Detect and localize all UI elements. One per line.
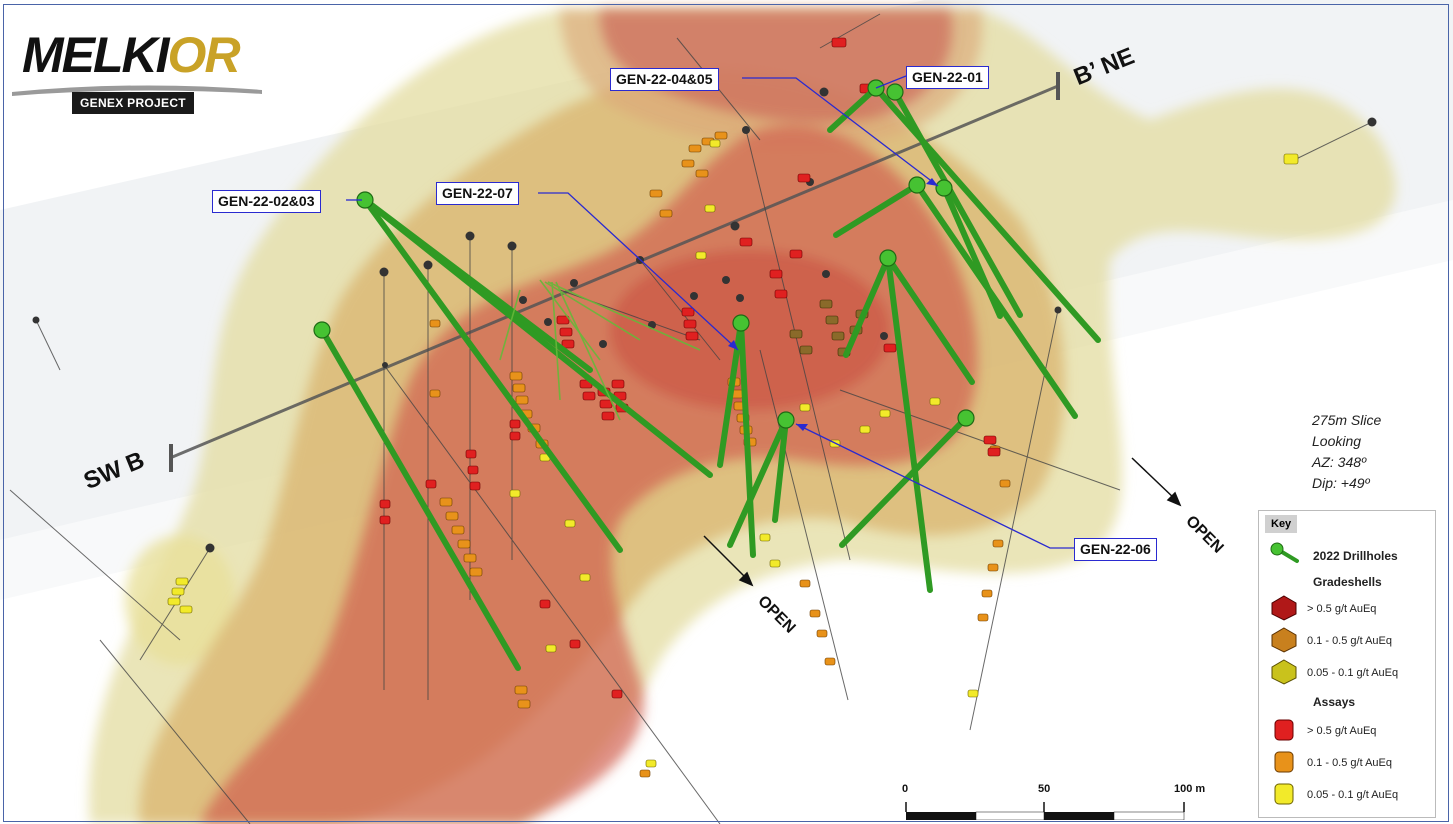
drillhole-legend-icon bbox=[1270, 542, 1299, 563]
scale-bar: 0 50 100 m bbox=[892, 780, 1232, 820]
legend-title: Key bbox=[1265, 515, 1298, 533]
melkior-logo: MELKIOR GENEX PROJECT bbox=[12, 26, 262, 122]
callout-leaders bbox=[346, 75, 1074, 549]
gradeshell-low-legend-icon bbox=[1271, 659, 1297, 685]
slice-info: 275m Slice Looking AZ: 348º Dip: +49º bbox=[1312, 410, 1381, 494]
drillhole-collars-2022 bbox=[313, 79, 975, 429]
scale-tick-0: 0 bbox=[902, 783, 909, 795]
callout-gen-22-02-03[interactable]: GEN-22-02&03 bbox=[212, 190, 321, 213]
assay-high-legend-icon bbox=[1274, 719, 1294, 741]
callout-gen-22-01[interactable]: GEN-22-01 bbox=[906, 66, 989, 89]
gradeshell-high-legend-icon bbox=[1271, 595, 1297, 621]
logo-swoosh-icon bbox=[12, 85, 262, 96]
slice-dip: Dip: +49º bbox=[1312, 475, 1370, 491]
legend-panel: Key 2022 Drillholes Gradeshells > 0.5 g/… bbox=[1258, 510, 1436, 818]
legend-assay-mid: 0.1 - 0.5 g/t AuEq bbox=[1307, 757, 1393, 769]
callout-gen-22-07[interactable]: GEN-22-07 bbox=[436, 182, 519, 205]
scale-tick-50: 50 bbox=[1038, 783, 1051, 795]
drillhole-fan bbox=[499, 279, 701, 421]
assay-low-legend-icon bbox=[1274, 783, 1294, 805]
callout-gen-22-06[interactable]: GEN-22-06 bbox=[1074, 538, 1157, 561]
legend-assay-high: > 0.5 g/t AuEq bbox=[1307, 725, 1377, 737]
legend-gradeshell-mid: 0.1 - 0.5 g/t AuEq bbox=[1307, 635, 1393, 647]
scale-tick-100: 100 m bbox=[1174, 783, 1206, 795]
callout-gen-22-04-05[interactable]: GEN-22-04&05 bbox=[610, 68, 719, 91]
legend-drillholes-label: 2022 Drillholes bbox=[1313, 549, 1398, 563]
slice-thickness: 275m Slice bbox=[1312, 412, 1382, 428]
open-arrows bbox=[703, 457, 1182, 587]
gradeshell-high bbox=[200, 10, 978, 824]
legend-assays-header: Assays bbox=[1313, 695, 1356, 709]
logo-wordmark-part1: MELKI bbox=[22, 27, 170, 83]
slice-looking: Looking bbox=[1312, 433, 1362, 449]
logo-wordmark: MELKIOR bbox=[22, 26, 241, 84]
callout-arrowheads bbox=[728, 178, 938, 431]
drillholes-2022 bbox=[319, 85, 1101, 671]
project-name: GENEX PROJECT bbox=[72, 92, 194, 114]
legend-gradeshell-low: 0.05 - 0.1 g/t AuEq bbox=[1307, 667, 1399, 679]
section-line bbox=[169, 84, 1059, 460]
assay-mid-legend-icon bbox=[1274, 751, 1294, 773]
scale-bar-graphic bbox=[905, 802, 1185, 820]
legend-gradeshells-header: Gradeshells bbox=[1313, 575, 1382, 589]
legend-assay-low: 0.05 - 0.1 g/t AuEq bbox=[1307, 789, 1399, 801]
gradeshell-mid-legend-icon bbox=[1271, 627, 1297, 653]
legend-gradeshell-high: > 0.5 g/t AuEq bbox=[1307, 603, 1377, 615]
slice-azimuth: AZ: 348º bbox=[1312, 454, 1367, 470]
logo-wordmark-part2: OR bbox=[167, 27, 241, 83]
